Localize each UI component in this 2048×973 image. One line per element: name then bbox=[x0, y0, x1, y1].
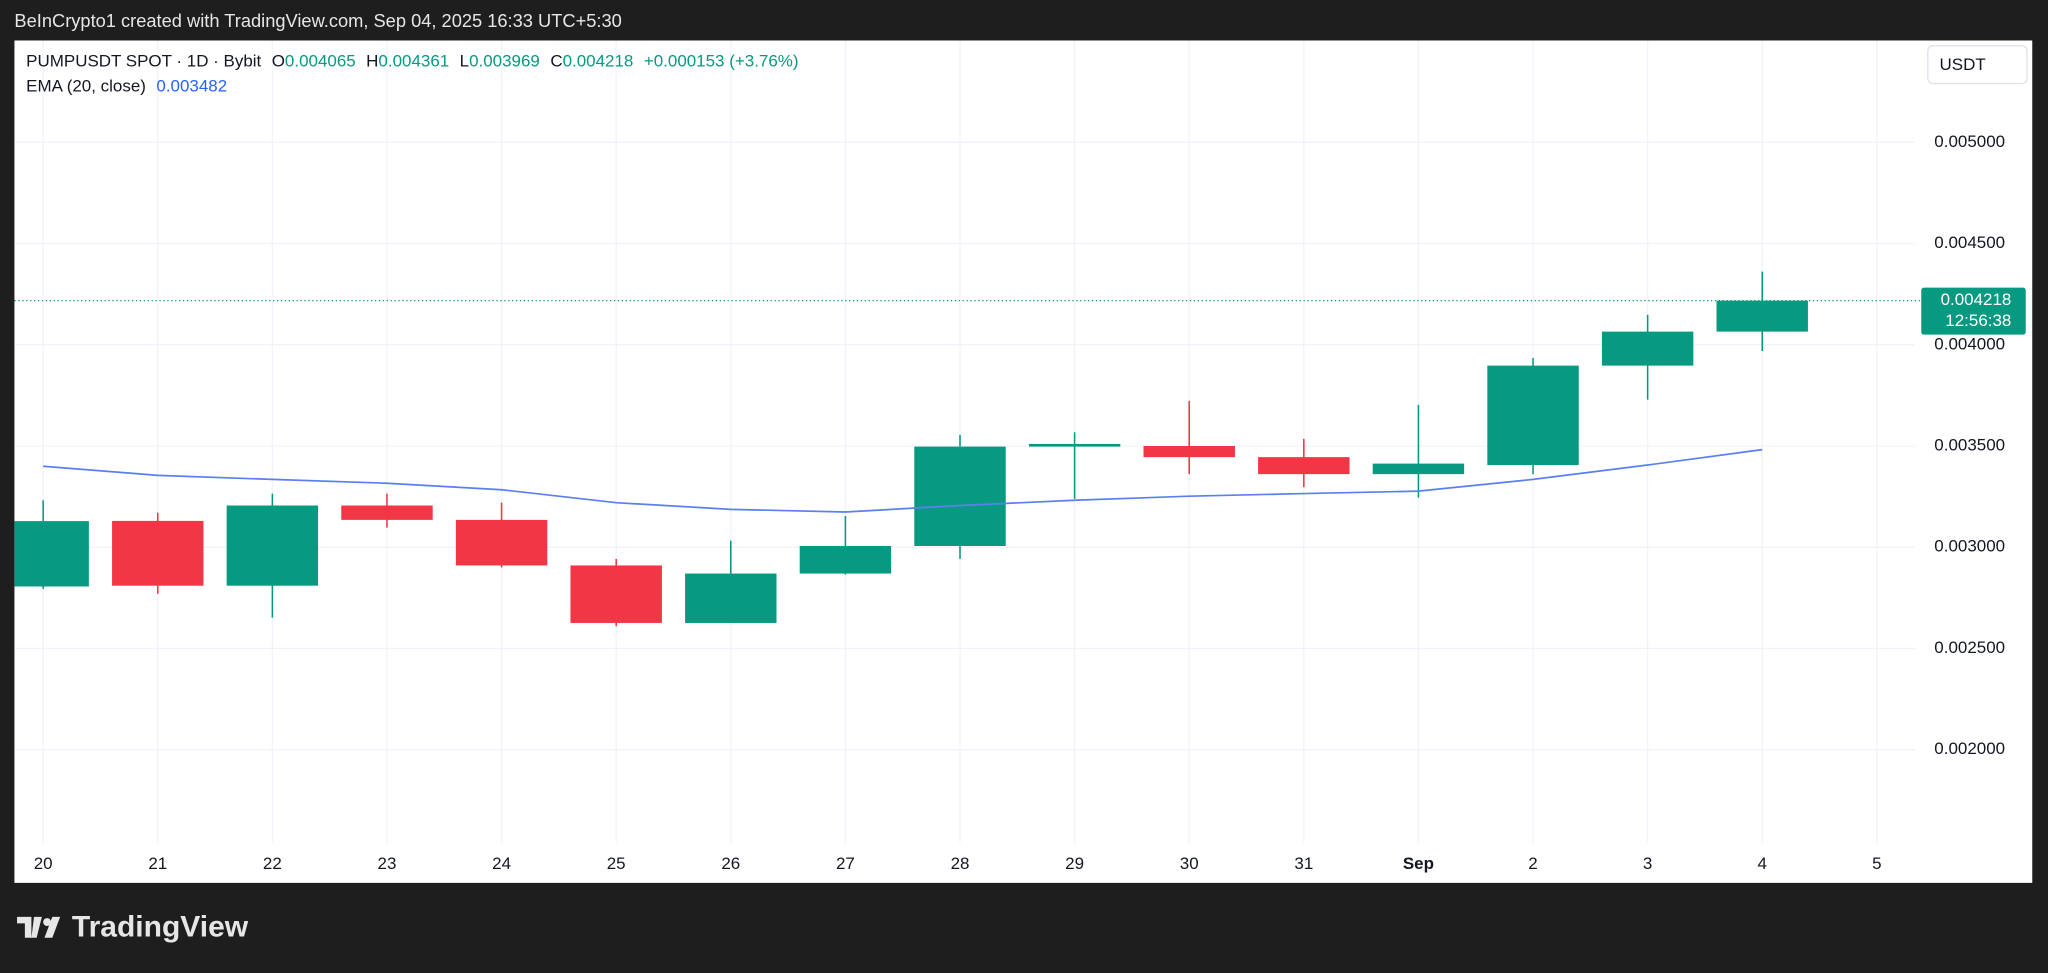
candle-body bbox=[1372, 463, 1465, 475]
x-tick-label: 25 bbox=[607, 854, 626, 873]
x-tick-label: 28 bbox=[951, 854, 970, 873]
chart-area bbox=[14, 40, 2033, 883]
x-tick-label: 4 bbox=[1758, 854, 1767, 873]
o-label: O bbox=[272, 52, 285, 71]
y-tick-label: 0.003500 bbox=[1934, 435, 2005, 454]
credit: BeInCrypto1 created with TradingView.com… bbox=[14, 10, 621, 31]
candle-body bbox=[112, 520, 204, 586]
h-label: H bbox=[366, 52, 378, 71]
x-tick-label: Sep bbox=[1403, 854, 1434, 873]
candle-body bbox=[1143, 445, 1235, 458]
c-value: 0.004218 bbox=[563, 52, 634, 71]
x-tick-label: 29 bbox=[1065, 854, 1084, 873]
change: +0.000153 (+3.76%) bbox=[644, 52, 799, 71]
ema-legend: EMA (20, close) 0.003482 bbox=[26, 77, 227, 96]
c-label: C bbox=[550, 52, 562, 71]
price-label-box bbox=[1921, 287, 2026, 335]
candle-body bbox=[1716, 300, 1808, 332]
candle-body bbox=[14, 521, 89, 587]
symbol: PUMPUSDT SPOT · 1D · Bybit bbox=[26, 52, 261, 71]
ema-name: EMA (20, close) bbox=[26, 77, 146, 96]
candle-body bbox=[1258, 457, 1350, 475]
y-tick-label: 0.004000 bbox=[1934, 334, 2005, 353]
o-value: 0.004065 bbox=[285, 52, 356, 71]
ema-value: 0.003482 bbox=[156, 77, 227, 96]
y-tick-label: 0.002500 bbox=[1934, 638, 2005, 657]
x-tick-label: 23 bbox=[378, 854, 397, 873]
candle-body bbox=[570, 565, 662, 623]
l-label: L bbox=[460, 52, 469, 71]
currency-button[interactable] bbox=[1927, 45, 2028, 85]
candle-body bbox=[914, 446, 1006, 547]
logo: TradingView bbox=[17, 911, 249, 944]
candle-body bbox=[341, 505, 433, 520]
x-tick-label: 3 bbox=[1643, 854, 1652, 873]
y-tick-label: 0.005000 bbox=[1934, 132, 2005, 151]
h-value: 0.004361 bbox=[378, 52, 449, 71]
candle-body bbox=[1601, 331, 1694, 366]
candle-body bbox=[455, 519, 548, 566]
x-tick-label: 20 bbox=[34, 854, 53, 873]
axes: 0.002000 0.002500 0.003000 0.003500 0.004000… bbox=[34, 132, 2026, 873]
x-tick-label: 24 bbox=[492, 854, 511, 873]
l-value: 0.003969 bbox=[469, 52, 540, 71]
countdown: 12:56:38 bbox=[1945, 311, 2011, 330]
candle-body bbox=[1487, 365, 1579, 466]
candle-body bbox=[1028, 443, 1121, 447]
legend: PUMPUSDT SPOT · 1D · Bybit O0.004065 H0.00… bbox=[26, 52, 798, 71]
x-tick-label: 31 bbox=[1294, 854, 1313, 873]
x-tick-label: 2 bbox=[1528, 854, 1537, 873]
x-tick-label: 22 bbox=[263, 854, 282, 873]
price-label: 0.004218 bbox=[1941, 290, 2012, 309]
candle-body bbox=[799, 546, 892, 574]
x-tick-label: 27 bbox=[836, 854, 855, 873]
plot bbox=[14, 271, 1915, 627]
ema-line bbox=[43, 448, 1763, 513]
candle-body bbox=[226, 505, 319, 586]
y-tick-label: 0.004500 bbox=[1934, 233, 2005, 252]
candle-body bbox=[685, 573, 777, 623]
x-tick-label: 21 bbox=[148, 854, 167, 873]
logo-text: TradingView bbox=[72, 911, 249, 944]
currency[interactable]: USDT bbox=[1940, 55, 1986, 74]
y-tick-label: 0.002000 bbox=[1934, 739, 2005, 758]
x-tick-label: 26 bbox=[721, 854, 740, 873]
x-tick-label: 5 bbox=[1872, 854, 1881, 873]
grid bbox=[14, 40, 1915, 843]
x-tick-label: 30 bbox=[1180, 854, 1199, 873]
y-tick-label: 0.003000 bbox=[1934, 537, 2005, 556]
